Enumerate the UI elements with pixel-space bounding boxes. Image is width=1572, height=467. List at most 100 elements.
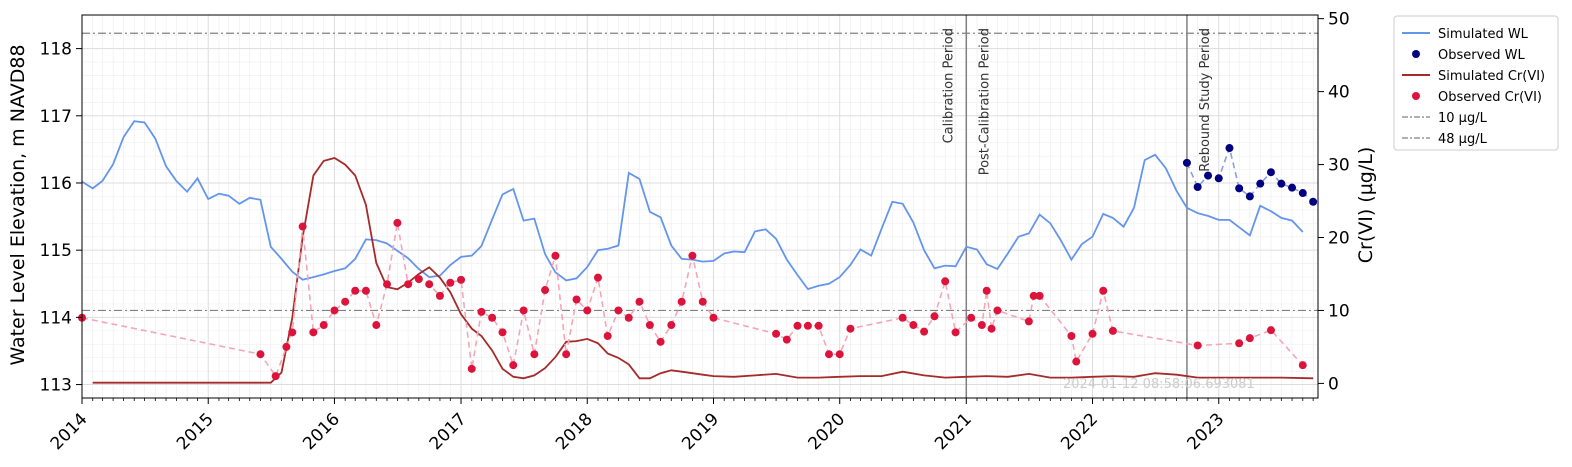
data-point	[530, 350, 539, 359]
data-point	[677, 297, 686, 306]
period-label: Post-Calibration Period	[977, 28, 992, 175]
right-y-tick-label: 0	[1328, 374, 1339, 394]
data-point	[814, 321, 823, 330]
legend-label: 10 µg/L	[1438, 111, 1488, 126]
data-point	[993, 306, 1002, 315]
data-point	[383, 280, 392, 289]
data-point	[393, 218, 402, 227]
data-point	[920, 327, 929, 336]
data-point	[824, 350, 833, 359]
data-point	[435, 291, 444, 300]
data-point	[551, 251, 560, 260]
data-point	[1067, 331, 1076, 340]
data-point	[583, 306, 592, 315]
data-point	[909, 321, 918, 330]
data-point	[967, 313, 976, 322]
data-point	[782, 335, 791, 344]
data-point	[498, 328, 507, 337]
data-point	[1204, 171, 1213, 180]
data-point	[1088, 329, 1097, 338]
data-point	[1108, 326, 1117, 335]
data-point	[772, 329, 781, 338]
data-point	[1225, 144, 1234, 153]
data-point	[319, 321, 328, 330]
legend-box	[1393, 15, 1559, 151]
data-point	[846, 324, 855, 333]
data-point	[1193, 341, 1202, 350]
data-point	[288, 328, 297, 337]
data-point	[667, 321, 676, 330]
right-y-tick-label: 40	[1328, 83, 1350, 103]
data-point	[1266, 168, 1275, 177]
data-point	[1029, 291, 1038, 300]
data-point	[425, 280, 434, 289]
data-point	[624, 313, 633, 322]
left-y-tick-label: 115	[40, 241, 72, 261]
legend-label: Observed WL	[1438, 48, 1526, 63]
period-markers: Calibration Period Post-Calibration Perio…	[941, 15, 1213, 398]
data-point	[509, 361, 518, 370]
left-y-tick-label: 113	[40, 376, 72, 396]
data-point	[488, 313, 497, 322]
data-point	[987, 324, 996, 333]
data-point	[1182, 158, 1191, 167]
data-point	[688, 251, 697, 260]
data-point	[1235, 339, 1244, 348]
data-point	[941, 277, 950, 286]
data-point	[341, 297, 350, 306]
data-point	[414, 275, 423, 284]
legend-label: 48 µg/L	[1438, 132, 1488, 147]
data-point	[256, 350, 265, 359]
data-point	[271, 372, 280, 381]
period-label: Rebound Study Period	[1198, 28, 1213, 172]
data-point	[1072, 357, 1081, 366]
data-point	[1266, 326, 1275, 335]
data-point	[603, 331, 612, 340]
data-point	[1193, 183, 1202, 192]
data-point	[977, 321, 986, 330]
data-point	[562, 350, 571, 359]
data-point	[1245, 192, 1254, 201]
data-point	[1277, 179, 1286, 188]
right-y-tick-label: 50	[1328, 10, 1350, 30]
data-point	[803, 321, 812, 330]
right-y-tick-label: 20	[1328, 229, 1350, 249]
left-y-tick-label: 118	[40, 40, 72, 60]
data-point	[572, 295, 581, 304]
data-series	[78, 120, 1318, 384]
left-y-tick-label: 117	[40, 107, 72, 127]
legend-label: Simulated Cr(VI)	[1438, 69, 1545, 84]
data-point	[698, 297, 707, 306]
legend-label: Observed Cr(VI)	[1438, 90, 1542, 105]
data-point	[1214, 174, 1223, 183]
data-point	[1235, 184, 1244, 193]
data-point	[709, 313, 718, 322]
legend-swatch	[1412, 50, 1420, 58]
data-point	[351, 286, 360, 295]
data-point	[309, 328, 318, 337]
data-point	[298, 222, 307, 231]
reference-lines	[82, 32, 1318, 312]
data-point	[361, 286, 370, 295]
data-point	[467, 364, 476, 373]
data-point	[614, 306, 623, 315]
data-point	[1256, 179, 1265, 188]
right-axis-label: Cr(VI) (µg/L)	[1355, 147, 1377, 264]
series-line	[92, 157, 1314, 384]
legend-swatch	[1412, 92, 1420, 100]
data-point	[404, 280, 413, 289]
right-y-tick-label: 30	[1328, 156, 1350, 176]
data-point	[1024, 317, 1033, 326]
plot-area-frame	[81, 14, 1319, 399]
left-y-tick-label: 116	[40, 174, 72, 194]
period-label: Calibration Period	[941, 28, 956, 143]
data-point	[477, 307, 486, 316]
legend: Simulated WL Observed WL Simulated Cr(VI) O…	[1393, 15, 1559, 151]
data-point	[793, 321, 802, 330]
left-axis-label: Water Level Elevation, m NAVD88	[7, 44, 29, 365]
data-point	[330, 306, 339, 315]
data-point	[1099, 286, 1108, 295]
data-point	[541, 286, 550, 295]
